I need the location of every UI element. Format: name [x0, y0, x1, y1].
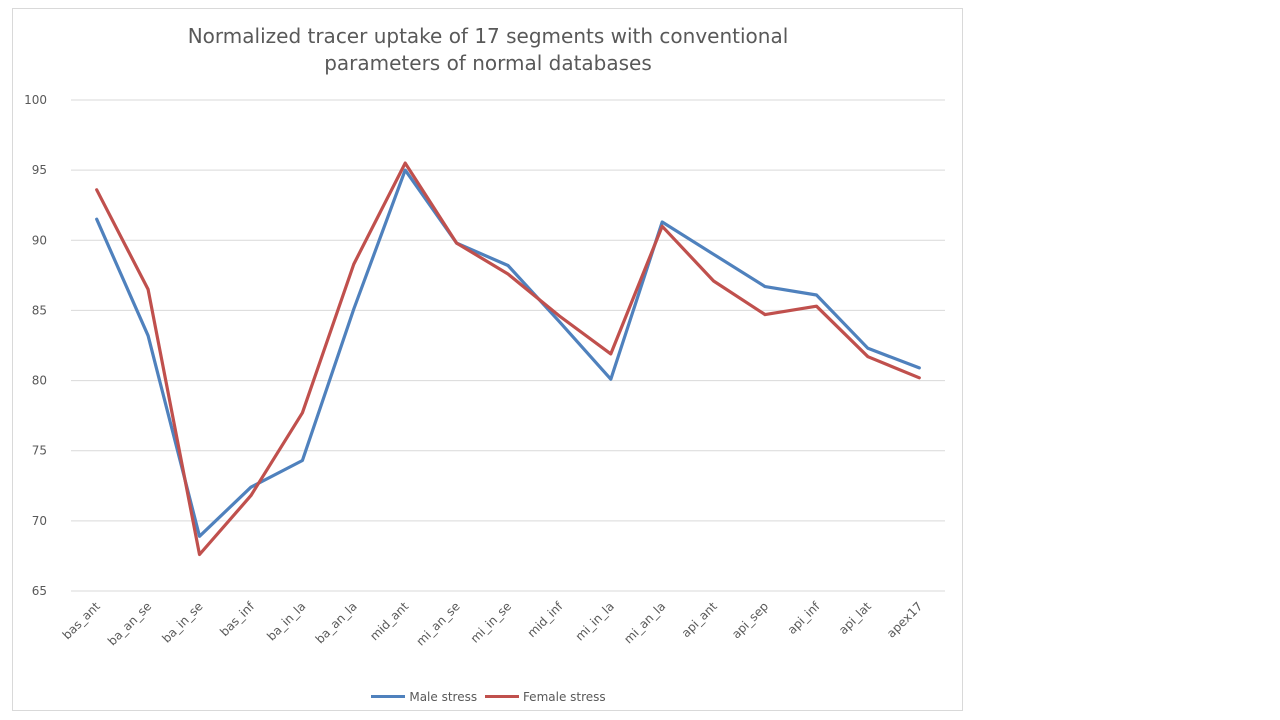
y-tick-label: 75	[32, 444, 47, 458]
data-point-female	[712, 279, 715, 282]
data-point-male	[198, 535, 201, 538]
y-tick-label: 80	[32, 374, 47, 388]
data-point-male	[609, 378, 612, 381]
data-point-female	[95, 188, 98, 191]
legend-label-female: Female stress	[522, 689, 606, 704]
x-tick-label: api_ant	[679, 599, 720, 640]
legend-swatch-female	[484, 695, 519, 698]
data-point-female	[918, 376, 921, 379]
series-line-female	[95, 161, 921, 557]
data-point-male	[301, 459, 304, 462]
x-tick-label: bas_inf	[217, 599, 257, 639]
legend-item-male: Male stress	[371, 690, 477, 704]
x-tick-label: bas_ant	[60, 599, 103, 642]
legend: Male stress Female stress	[13, 687, 964, 704]
x-tick-label: mi_in_se	[468, 599, 514, 645]
legend-item-female: Female stress	[484, 689, 606, 704]
x-tick-label: api_inf	[785, 599, 823, 637]
data-point-female	[404, 162, 407, 165]
y-tick-label: 95	[32, 163, 47, 177]
legend-swatch-male	[371, 695, 406, 698]
y-tick-label: 65	[32, 584, 47, 598]
data-point-male	[147, 334, 150, 337]
data-point-male	[404, 169, 407, 172]
data-point-male	[352, 308, 355, 311]
data-point-male	[95, 218, 98, 221]
data-point-male	[918, 366, 921, 369]
x-tick-label: mid_ant	[367, 599, 411, 643]
data-point-male	[249, 486, 252, 489]
data-point-female	[147, 288, 150, 291]
data-point-female	[558, 315, 561, 318]
x-tick-label: apex17	[884, 599, 925, 640]
data-point-male	[661, 221, 664, 224]
data-point-female	[764, 313, 767, 316]
x-tick-label: mi_in_la	[573, 599, 617, 643]
data-point-male	[764, 285, 767, 288]
chart-frame: Normalized tracer uptake of 17 segments …	[12, 8, 963, 711]
legend-label-male: Male stress	[409, 689, 478, 704]
data-point-male	[712, 253, 715, 256]
x-tick-label: api_sep	[729, 599, 771, 641]
x-tick-label: ba_in_la	[264, 599, 308, 643]
x-tick-label: ba_an_la	[313, 599, 360, 646]
data-point-female	[815, 305, 818, 308]
data-point-female	[455, 242, 458, 245]
series-line-male	[95, 168, 921, 538]
data-point-female	[866, 355, 869, 358]
data-point-female	[352, 263, 355, 266]
data-point-female	[198, 553, 201, 556]
data-point-female	[661, 225, 664, 228]
data-point-female	[249, 494, 252, 497]
line-chart: 65 70 75 80 85 90 95 100 bas_ant ba_an_se ba_in_se…	[24, 93, 945, 648]
x-tick-label: mi_an_la	[621, 599, 668, 646]
data-point-male	[507, 264, 510, 267]
data-point-female	[609, 352, 612, 355]
data-point-male	[558, 320, 561, 323]
x-tick-label: mi_an_se	[413, 599, 462, 648]
chart-title: Normalized tracer uptake of 17 segments …	[187, 24, 789, 75]
x-tick-label: ba_an_se	[105, 599, 154, 648]
x-tick-label: api_lat	[836, 599, 874, 637]
y-tick-label: 90	[32, 233, 47, 247]
data-point-male	[866, 347, 869, 350]
y-tick-label: 70	[32, 514, 47, 528]
x-tick-label: ba_in_se	[159, 599, 205, 645]
x-tick-label: mid_inf	[525, 599, 566, 640]
data-point-male	[815, 293, 818, 296]
data-point-female	[507, 272, 510, 275]
data-point-female	[301, 411, 304, 414]
y-tick-label: 85	[32, 303, 47, 317]
y-tick-label: 100	[24, 93, 47, 107]
